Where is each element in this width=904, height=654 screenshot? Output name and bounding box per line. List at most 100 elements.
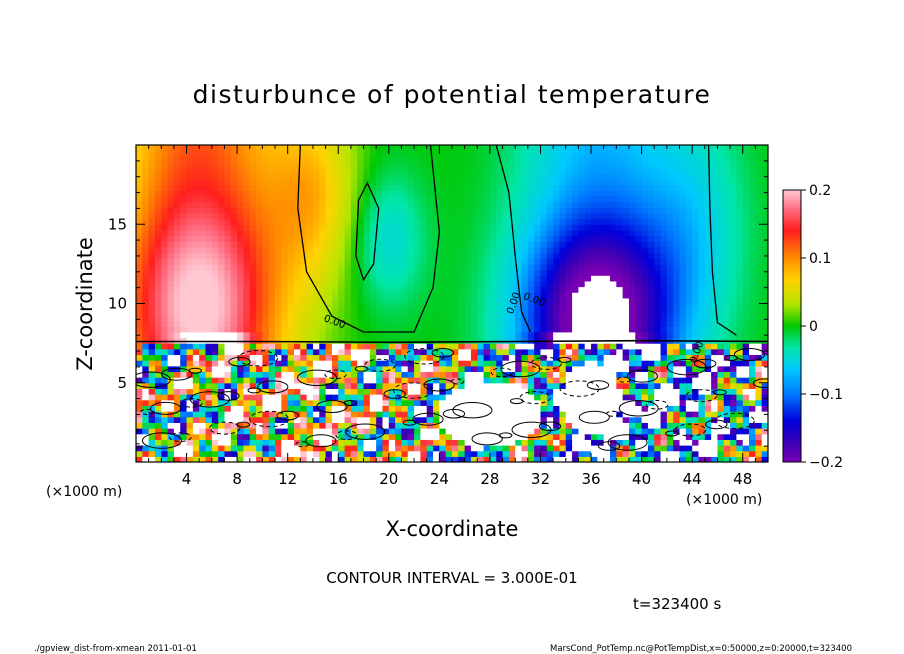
heatmap-cell — [666, 309, 674, 316]
heatmap-cell — [527, 184, 535, 191]
heatmap-cell — [635, 178, 643, 186]
heatmap-cell — [167, 337, 175, 344]
heatmap-cell — [578, 167, 586, 174]
heatmap-cell — [622, 388, 630, 395]
heatmap-cell — [673, 331, 681, 339]
heatmap-cell — [287, 343, 295, 350]
heatmap-cell — [407, 212, 415, 220]
heatmap-cell — [388, 229, 396, 237]
heatmap-cell — [350, 439, 358, 446]
heatmap-cell — [464, 150, 472, 157]
heatmap-cell — [477, 382, 485, 390]
heatmap-cell — [312, 263, 320, 271]
heatmap-cell — [470, 167, 478, 174]
heatmap-cell — [616, 156, 624, 163]
heatmap-cell — [553, 422, 561, 429]
heatmap-cell — [142, 207, 150, 214]
heatmap-cell — [464, 241, 472, 248]
heatmap-cell — [306, 382, 314, 390]
heatmap-cell — [553, 229, 561, 237]
heatmap-cell — [502, 286, 510, 293]
heatmap-cell — [211, 377, 219, 384]
heatmap-cell — [230, 229, 238, 237]
heatmap-cell — [306, 286, 314, 293]
heatmap-cell — [616, 263, 624, 271]
heatmap-cell — [161, 246, 169, 254]
heatmap-cell — [243, 269, 251, 276]
heatmap-cell — [180, 161, 188, 169]
heatmap-cell — [287, 422, 295, 429]
heatmap-cell — [256, 377, 263, 384]
heatmap-cell — [376, 184, 384, 191]
heatmap-cell — [338, 360, 346, 367]
heatmap-cell — [426, 354, 434, 361]
heatmap-cell — [603, 297, 611, 305]
heatmap-cell — [685, 161, 693, 169]
heatmap-cell — [199, 377, 207, 384]
heatmap-cell — [666, 422, 674, 429]
heatmap-cell — [572, 195, 579, 203]
heatmap-cell — [647, 224, 655, 231]
heatmap-cell — [508, 411, 516, 418]
heatmap-cell — [654, 360, 662, 367]
heatmap-cell — [192, 269, 200, 276]
heatmap-cell — [559, 445, 567, 452]
heatmap-cell — [527, 145, 535, 152]
heatmap-cell — [350, 145, 358, 152]
heatmap-cell — [489, 382, 497, 390]
heatmap-cell — [679, 195, 687, 203]
heatmap-cell — [540, 241, 548, 248]
heatmap-cell — [199, 297, 207, 305]
heatmap-cell — [382, 167, 390, 174]
heatmap-cell — [698, 416, 706, 423]
heatmap-cell — [628, 360, 636, 367]
heatmap-cell — [502, 326, 510, 333]
heatmap-cell — [439, 439, 447, 446]
heatmap-cell — [224, 450, 232, 457]
heatmap-cell — [180, 263, 188, 271]
heatmap-cell — [325, 201, 333, 208]
heatmap-cell — [565, 394, 573, 401]
heatmap-cell — [218, 411, 226, 418]
heatmap-cell — [426, 212, 434, 220]
heatmap-cell — [395, 445, 403, 452]
heatmap-cell — [344, 382, 352, 390]
heatmap-cell — [572, 280, 579, 288]
heatmap-cell — [382, 297, 390, 305]
heatmap-cell — [369, 167, 377, 174]
heatmap-cell — [173, 218, 181, 225]
heatmap-cell — [407, 269, 415, 276]
heatmap-cell — [534, 382, 542, 390]
heatmap-cell — [262, 439, 270, 446]
heatmap-cell — [262, 450, 270, 457]
heatmap-cell — [136, 439, 143, 446]
heatmap-cell — [401, 212, 409, 220]
heatmap-cell — [205, 207, 213, 214]
heatmap-cell — [496, 416, 504, 423]
heatmap-cell — [660, 218, 668, 225]
heatmap-cell — [610, 201, 617, 208]
heatmap-cell — [180, 246, 188, 254]
heatmap-cell — [477, 286, 485, 293]
heatmap-cell — [496, 275, 504, 282]
heatmap-cell — [527, 405, 535, 412]
heatmap-cell — [540, 246, 548, 254]
heatmap-cell — [211, 229, 219, 237]
heatmap-cell — [603, 360, 611, 367]
heatmap-cell — [161, 173, 169, 180]
heatmap-cell — [161, 195, 169, 203]
heatmap-cell — [224, 212, 232, 220]
heatmap-cell — [502, 218, 510, 225]
heatmap-cell — [647, 326, 655, 333]
heatmap-cell — [237, 428, 245, 435]
heatmap-cell — [515, 343, 523, 350]
heatmap-cell — [660, 422, 668, 429]
heatmap-cell — [243, 241, 251, 248]
heatmap-cell — [433, 377, 440, 384]
heatmap-cell — [325, 416, 333, 423]
heatmap-cell — [300, 445, 308, 452]
heatmap-cell — [294, 331, 301, 339]
heatmap-cell — [470, 190, 478, 197]
heatmap-cell — [641, 263, 649, 271]
heatmap-cell — [249, 320, 257, 327]
